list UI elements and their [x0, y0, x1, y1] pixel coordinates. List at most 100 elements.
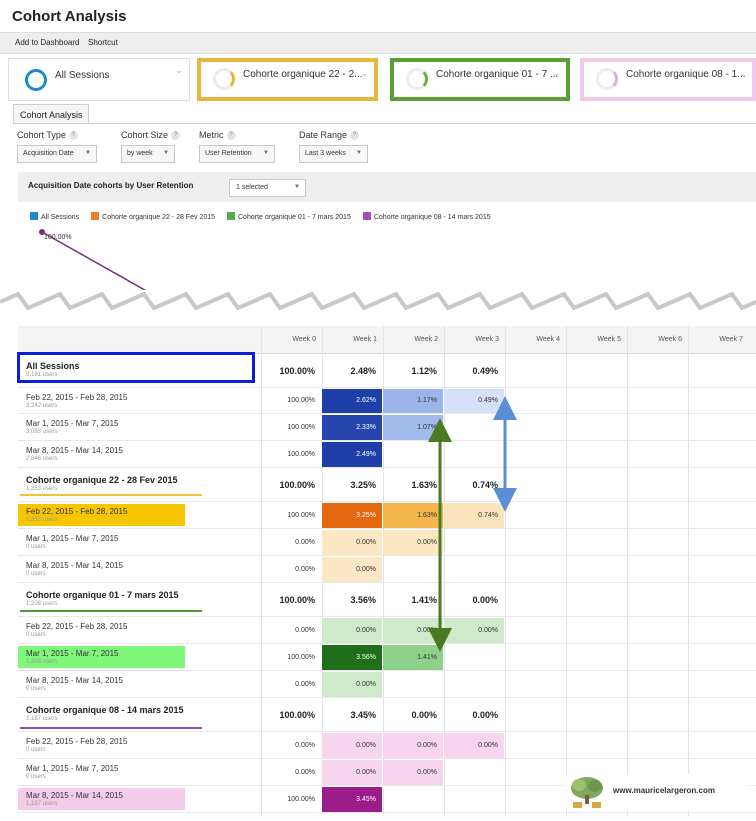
segment-cohorte-08[interactable]: Cohorte organique 08 - 1... ⌄: [580, 58, 756, 101]
retention-cell[interactable]: 0.00%: [472, 595, 498, 605]
retention-cell[interactable]: 1.07%: [383, 415, 443, 440]
retention-cell[interactable]: 2.33%: [322, 415, 382, 440]
retention-cell[interactable]: 0.00%: [295, 742, 315, 749]
retention-cell[interactable]: 100.00%: [279, 480, 315, 490]
retention-cell[interactable]: 1.63%: [383, 503, 443, 528]
retention-cell[interactable]: 100.00%: [287, 424, 315, 431]
retention-cell[interactable]: 1.17%: [383, 389, 443, 413]
retention-cell[interactable]: 0.00%: [322, 672, 382, 697]
retention-cell[interactable]: 1.63%: [411, 480, 437, 490]
retention-cell[interactable]: 0.00%: [444, 733, 504, 758]
retention-cell[interactable]: 0.00%: [383, 733, 443, 758]
retention-cell[interactable]: 0.00%: [295, 627, 315, 634]
retention-cell[interactable]: 1.41%: [411, 595, 437, 605]
segment-underline: [20, 494, 202, 496]
help-icon[interactable]: ?: [171, 131, 181, 141]
retention-cell[interactable]: 0.00%: [295, 539, 315, 546]
chevron-down-icon[interactable]: ⌄: [360, 68, 368, 78]
retention-cell[interactable]: 100.00%: [287, 451, 315, 458]
legend-label: Cohorte organique 22 - 28 Fev 2015: [102, 214, 215, 221]
row-label: Mar 8, 2015 - Mar 14, 2015 2,846 users: [26, 446, 123, 462]
column-header[interactable]: Week 6: [658, 336, 682, 343]
retention-cell[interactable]: 3.45%: [350, 710, 376, 720]
grid-line: [627, 326, 628, 816]
watermark: www.mauricelargeron.com: [565, 774, 749, 810]
column-header[interactable]: Week 2: [414, 336, 438, 343]
segment-cohorte-01[interactable]: Cohorte organique 01 - 7 ... ⌄: [390, 58, 570, 101]
retention-cell[interactable]: 0.00%: [322, 760, 382, 785]
column-header[interactable]: Week 5: [597, 336, 621, 343]
dropdown-arrow-icon: ▼: [85, 150, 91, 156]
retention-cell[interactable]: 0.00%: [322, 530, 382, 555]
retention-cell[interactable]: 2.49%: [322, 442, 382, 467]
row-highlight: [18, 646, 185, 668]
column-header[interactable]: Week 7: [719, 336, 743, 343]
retention-cell[interactable]: 0.00%: [295, 769, 315, 776]
column-header[interactable]: Week 1: [353, 336, 377, 343]
retention-cell[interactable]: 0.00%: [383, 618, 443, 643]
metric-select[interactable]: User Retention ▼: [199, 145, 275, 163]
help-icon[interactable]: ?: [68, 131, 78, 141]
cohort-row: Mar 1, 2015 - Mar 7, 2015 1,208 users 100.…: [18, 644, 756, 671]
tab-cohort-analysis[interactable]: Cohort Analysis: [13, 104, 89, 124]
retention-cell[interactable]: 100.00%: [287, 397, 315, 404]
retention-cell[interactable]: 0.00%: [411, 710, 437, 720]
retention-cell[interactable]: 3.25%: [322, 503, 382, 528]
retention-cell[interactable]: 0.74%: [444, 503, 504, 528]
segment-cohorte-22[interactable]: Cohorte organique 22 - 2... ⌄: [197, 58, 378, 101]
chart-selection-dropdown[interactable]: 1 selected ▼: [229, 179, 306, 197]
retention-cell[interactable]: 3.45%: [322, 787, 382, 812]
retention-cell[interactable]: 3.56%: [350, 595, 376, 605]
retention-cell[interactable]: 0.00%: [295, 681, 315, 688]
retention-cell[interactable]: 0.00%: [295, 566, 315, 573]
retention-cell[interactable]: 0.00%: [472, 710, 498, 720]
retention-cell[interactable]: 1.41%: [383, 645, 443, 670]
retention-cell[interactable]: 100.00%: [279, 366, 315, 376]
chevron-down-icon[interactable]: ⌄: [552, 68, 560, 78]
chevron-down-icon[interactable]: ⌄: [175, 65, 183, 75]
segment-all-sessions[interactable]: All Sessions ⌄: [8, 58, 190, 101]
row-user-count: 0 users: [26, 544, 46, 550]
retention-cell[interactable]: 100.00%: [287, 512, 315, 519]
retention-cell[interactable]: 0.00%: [383, 760, 443, 785]
grid-line: [383, 326, 384, 816]
date-range-select[interactable]: Last 3 weeks ▼: [299, 145, 368, 163]
column-header[interactable]: Week 3: [475, 336, 499, 343]
segment-label: Cohorte organique 22 - 2...: [243, 69, 363, 80]
cohort-type-select[interactable]: Acquisition Date ▼: [17, 145, 97, 163]
retention-cell[interactable]: 2.62%: [322, 389, 382, 413]
retention-cell[interactable]: 2.48%: [350, 366, 376, 376]
row-highlight: [18, 788, 185, 810]
retention-cell[interactable]: 0.00%: [444, 618, 504, 643]
retention-cell[interactable]: 0.49%: [444, 389, 504, 413]
add-to-dashboard-link[interactable]: Add to Dashboard: [15, 38, 80, 47]
row-label-name: Mar 1, 2015 - Mar 7, 2015: [26, 419, 119, 428]
row-label-name: Cohorte organique 22 - 28 Fev 2015: [26, 475, 178, 485]
cohort-size-select[interactable]: by week ▼: [121, 145, 175, 163]
cohort-row: Mar 8, 2015 - Mar 14, 2015 0 users 0.00% 0.…: [18, 671, 756, 698]
retention-cell[interactable]: 0.49%: [472, 366, 498, 376]
retention-cell[interactable]: 100.00%: [287, 654, 315, 661]
column-header[interactable]: Week 4: [536, 336, 560, 343]
tree-icon: [571, 777, 603, 808]
dropdown-arrow-icon: ▼: [263, 150, 269, 156]
help-icon[interactable]: ?: [350, 131, 360, 141]
column-header[interactable]: Week 0: [292, 336, 316, 343]
row-label-name: Mar 8, 2015 - Mar 14, 2015: [26, 561, 123, 570]
retention-cell[interactable]: 100.00%: [279, 595, 315, 605]
retention-cell[interactable]: 0.00%: [322, 733, 382, 758]
retention-cell[interactable]: 0.00%: [383, 530, 443, 555]
shortcut-link[interactable]: Shortcut: [88, 38, 118, 47]
retention-cell[interactable]: 0.00%: [322, 557, 382, 582]
retention-cell[interactable]: 100.00%: [287, 796, 315, 803]
row-user-count: 0 users: [26, 571, 46, 577]
help-icon[interactable]: ?: [226, 131, 236, 141]
retention-cell[interactable]: 3.56%: [322, 645, 382, 670]
retention-cell[interactable]: 0.00%: [322, 618, 382, 643]
retention-cell[interactable]: 0.74%: [472, 480, 498, 490]
retention-cell[interactable]: 3.25%: [350, 480, 376, 490]
chevron-down-icon[interactable]: ⌄: [738, 68, 746, 78]
grid-line: [261, 326, 262, 816]
retention-cell[interactable]: 100.00%: [279, 710, 315, 720]
retention-cell[interactable]: 1.12%: [411, 366, 437, 376]
